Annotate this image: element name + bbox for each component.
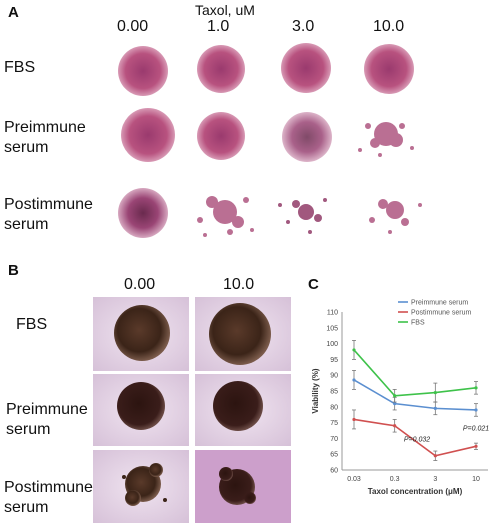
data-point [352,348,356,352]
panel-a-row-2-label: Postimmune serum [4,195,93,235]
x-axis-label: Taxol concentration (μM) [368,487,463,496]
panel-a-col-2: 3.0 [292,18,315,35]
a-pre-3 [358,122,414,157]
panel-b-row-0-line1: FBS [16,316,48,333]
a-post-2 [278,198,327,234]
data-point [474,408,478,412]
series-line [353,349,477,397]
a-pre-1 [197,112,245,160]
a-fbs-1 [197,45,245,93]
y-tick-label: 110 [327,310,338,317]
a-post-3 [369,199,422,234]
panel-a-row-0-line1: FBS [4,59,36,76]
y-tick-label: 90 [330,373,338,380]
data-point [393,402,397,406]
data-point [352,378,356,382]
y-tick-label: 80 [330,404,338,411]
data-point [474,386,478,390]
panel-b-row-2-line1: Postimmune [4,479,93,496]
p-value-annotation: P=0.021 [463,426,489,433]
panel-a-row-1-line2: serum [4,139,49,156]
data-point [474,444,478,448]
data-point [433,390,437,395]
a-fbs-2 [281,43,331,93]
a-fbs-0 [118,46,168,96]
y-tick-label: 85 [330,389,338,396]
panel-b-col-1: 10.0 [223,276,255,293]
x-tick-label: 10 [472,476,480,483]
panel-b-letter: B [8,262,19,279]
a-fbs-3 [364,44,414,94]
legend-label: FBS [411,320,425,327]
legend-label: Postimmune serum [411,310,471,317]
series-line [353,379,477,411]
a-post-1 [197,196,254,237]
a-post-0 [118,188,168,238]
panel-a-col-1: 1.0 [207,18,230,35]
a-pre-2 [282,112,332,162]
panel-a-col-3: 10.0 [373,18,405,35]
y-tick-label: 65 [330,452,338,459]
panel-a-row-1-label: Preimmune serum [4,118,86,158]
x-tick-label: 0.3 [390,476,400,483]
data-point [393,424,397,428]
panel-c-letter: C [308,276,319,293]
panel-b-row-0-label: FBS [16,315,47,335]
panel-b-row-2-line2: serum [4,499,49,516]
panel-a-spheroid-grid [118,43,422,238]
panel-a-row-2-line1: Postimmune [4,196,93,213]
x-tick-label: 3 [433,476,437,483]
data-point [393,394,397,398]
viability-line-chart: 60 65 70 75 80 85 90 95 100 105 110 0.03 0.3 3 10 Taxol… [311,300,489,497]
panel-a-row-0-label: FBS [4,58,35,78]
y-tick-label: 75 [330,420,338,427]
series-line [353,418,477,457]
y-tick-label: 105 [326,325,338,332]
y-tick-label: 70 [330,436,338,443]
panel-a-letter: A [8,4,19,21]
y-tick-label: 60 [330,468,338,475]
a-pre-0 [121,108,175,162]
data-point [433,406,437,410]
panel-b-row-1-line1: Preimmune [6,401,88,418]
y-axis-label: Viability (%) [311,368,320,414]
panel-b-col-0: 0.00 [124,276,156,293]
data-point [433,454,437,458]
panel-a-row-1-line1: Preimmune [4,119,86,136]
panel-a-header: Taxol, uM [195,2,255,18]
panel-a-col-0: 0.00 [117,18,149,35]
y-tick-label: 95 [330,357,338,364]
panel-b-row-2-label: Postimmune serum [4,478,93,518]
panel-a-row-2-line2: serum [4,216,49,233]
panel-b-row-1-line2: serum [6,421,51,438]
panel-b-row-1-label: Preimmune serum [6,400,88,440]
legend-label: Preimmune serum [411,300,468,307]
data-point [352,417,356,422]
p-value-annotation: P=0.032 [404,437,430,444]
x-tick-label: 0.03 [347,476,361,483]
y-tick-label: 100 [326,341,338,348]
